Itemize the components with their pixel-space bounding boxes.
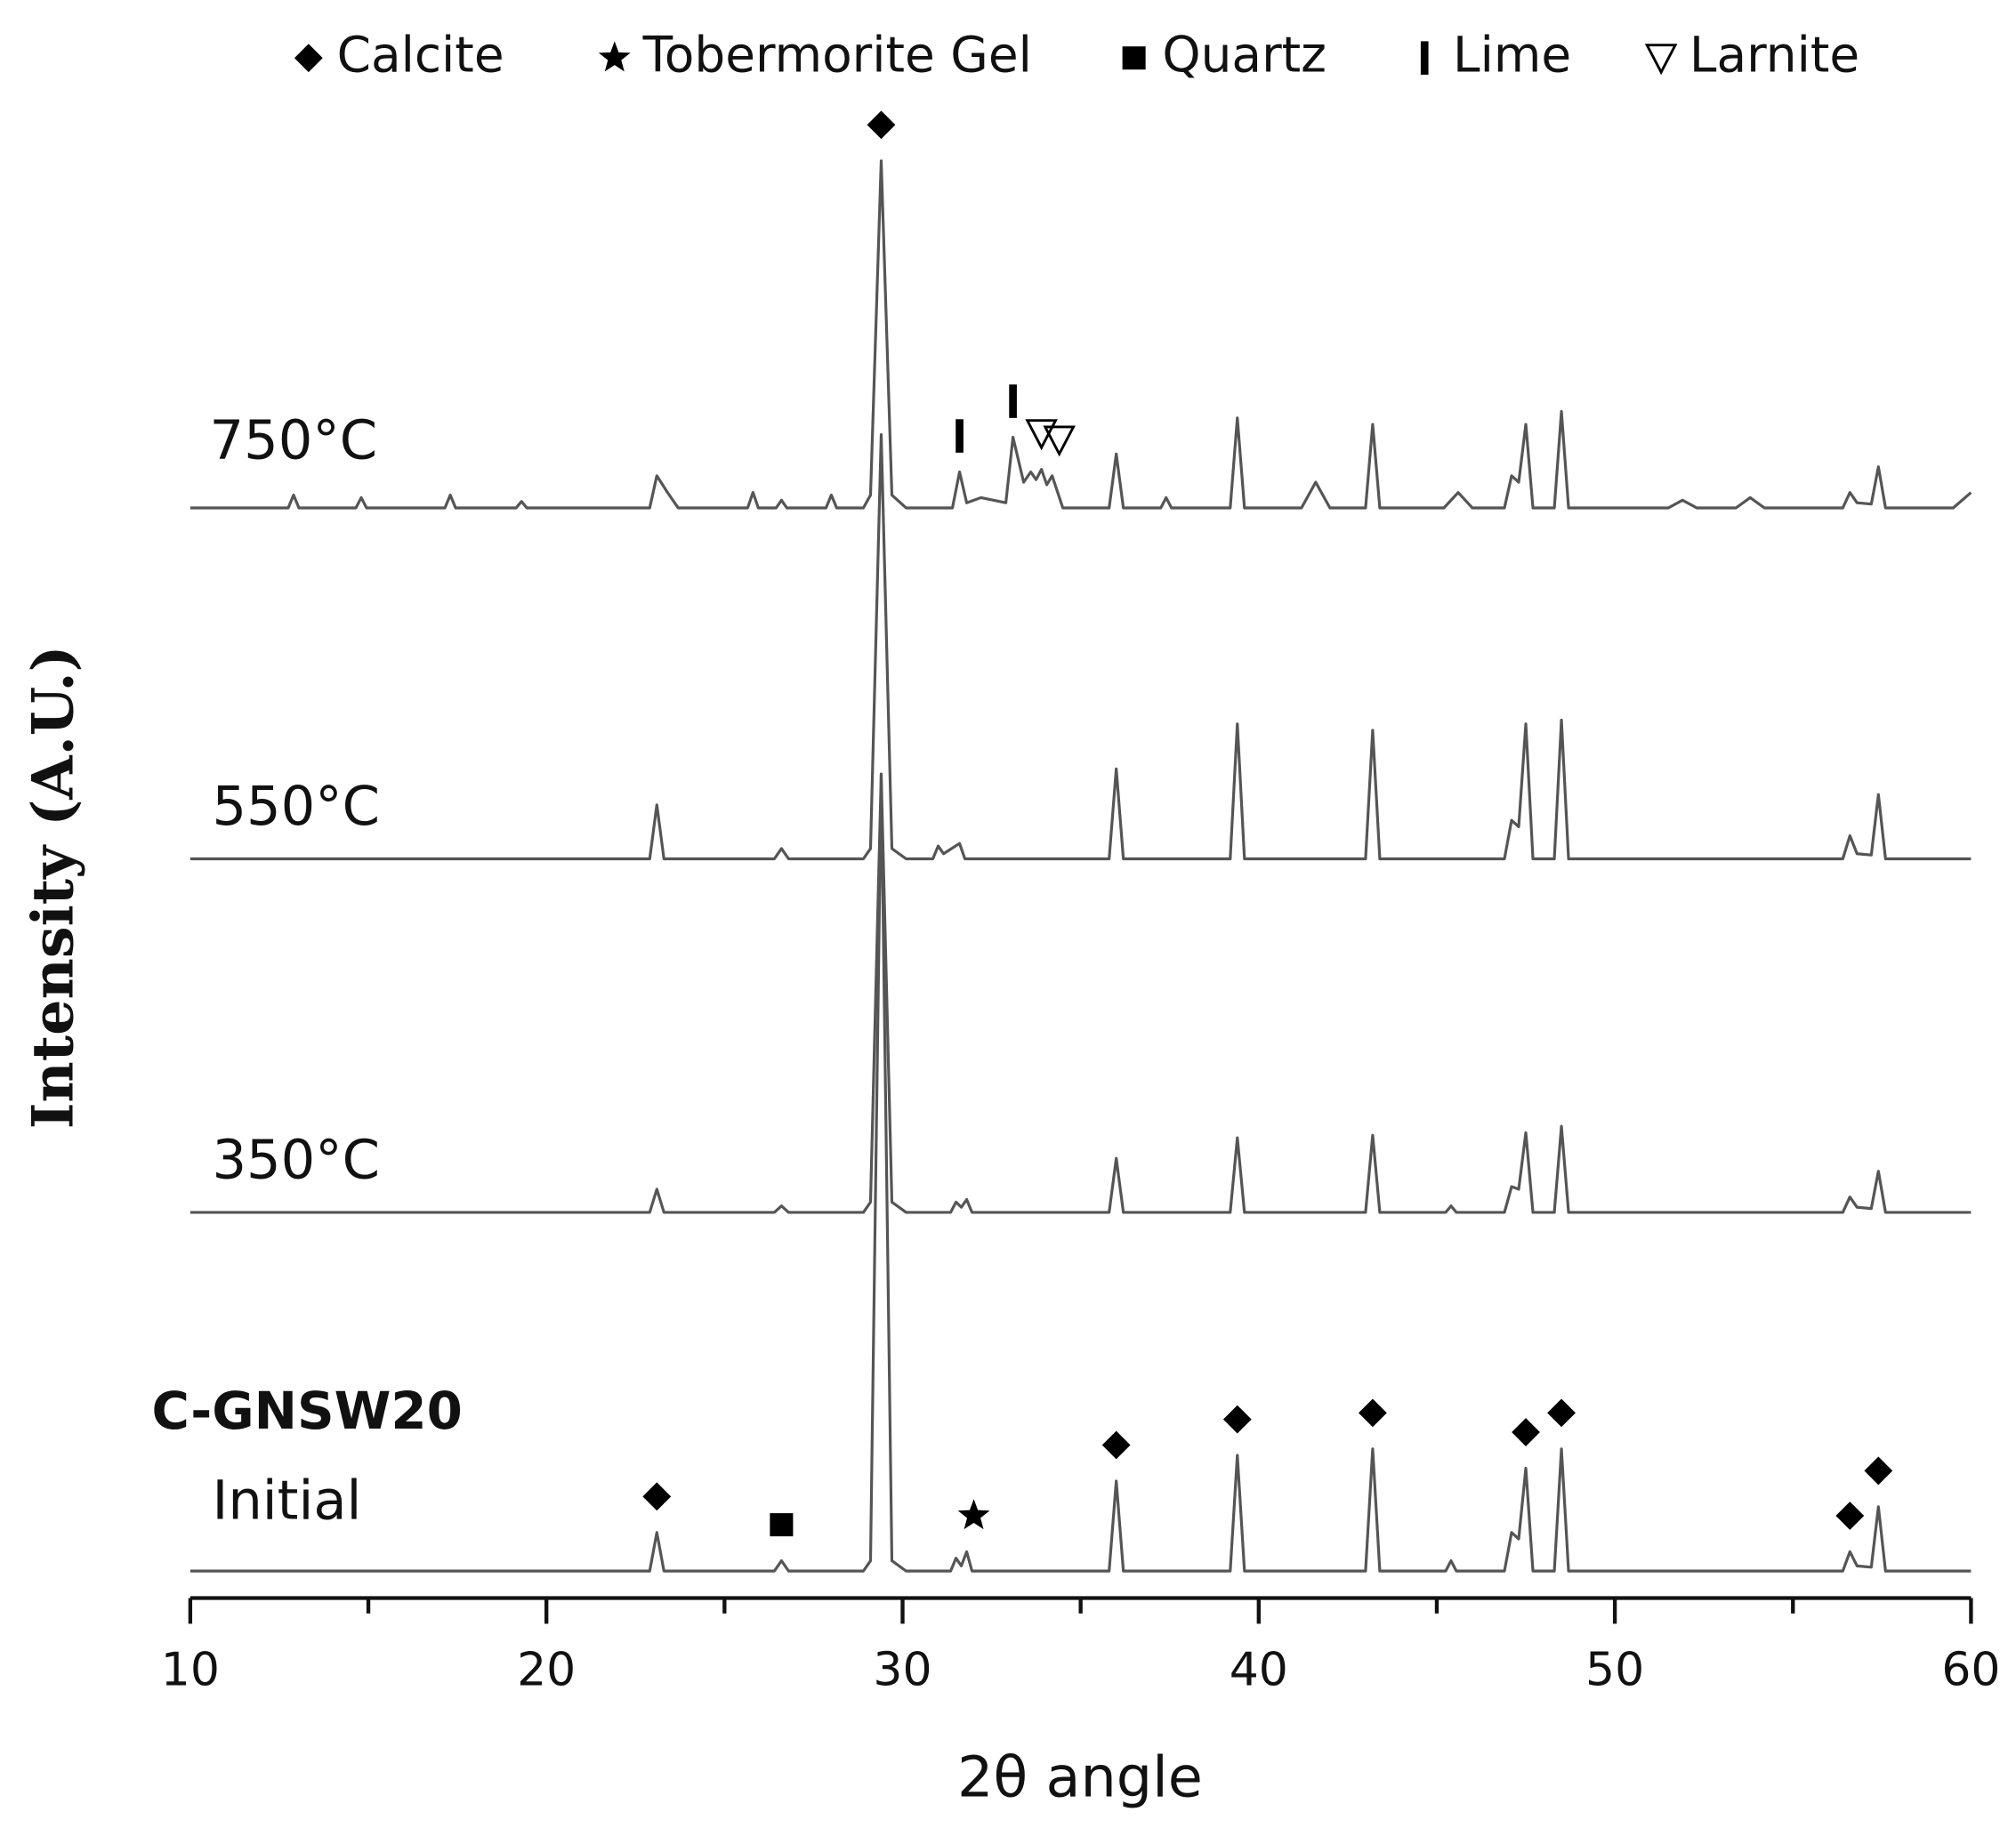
y-axis-label: Intensity (A.U.) — [20, 645, 86, 1129]
legend-label: Larnite — [1689, 26, 1859, 83]
phase-marker — [1043, 425, 1076, 457]
xrd-pattern — [190, 433, 1972, 861]
xrd-pattern — [190, 772, 1972, 1573]
legend-marker — [598, 41, 631, 72]
phase-marker — [1025, 419, 1058, 451]
xrd-pattern — [190, 159, 1972, 510]
phase-marker — [770, 1513, 794, 1537]
legend-label: Calcite — [337, 26, 504, 83]
x-axis-label: 2θ angle — [957, 1743, 1203, 1809]
legend-label: Quartz — [1162, 26, 1327, 83]
xrd-pattern — [190, 773, 1972, 1214]
phase-marker — [1009, 384, 1017, 418]
x-tick-label: 10 — [161, 1643, 220, 1696]
legend-marker — [294, 44, 323, 73]
series-label: 750°C — [210, 409, 378, 471]
phase-marker — [1547, 1398, 1576, 1428]
phase-marker — [957, 1499, 990, 1530]
sample-label: C-GNSW20 — [152, 1381, 463, 1441]
phase-marker — [1512, 1418, 1540, 1446]
legend-marker — [1122, 46, 1146, 70]
legend-label: Tobermorite Gel — [642, 26, 1032, 83]
series-label: 350°C — [212, 1130, 380, 1192]
x-tick-label: 40 — [1230, 1643, 1288, 1696]
x-tick-label: 20 — [517, 1643, 576, 1696]
x-tick-label: 60 — [1941, 1643, 2000, 1696]
legend-marker — [1420, 41, 1429, 75]
phase-marker — [867, 110, 896, 140]
legend-label: Lime — [1453, 26, 1571, 83]
x-tick-label: 30 — [873, 1643, 931, 1696]
phase-marker — [642, 1482, 672, 1511]
phase-marker — [1864, 1456, 1893, 1486]
x-tick-label: 50 — [1585, 1643, 1644, 1696]
phase-marker — [1359, 1398, 1387, 1428]
phase-marker — [1101, 1430, 1131, 1460]
phase-marker — [1835, 1502, 1865, 1530]
phase-marker — [956, 419, 964, 453]
series-label: Initial — [212, 1470, 361, 1533]
legend-marker — [1644, 44, 1678, 76]
series-label: 550°C — [212, 776, 380, 838]
phase-marker — [1222, 1405, 1252, 1434]
